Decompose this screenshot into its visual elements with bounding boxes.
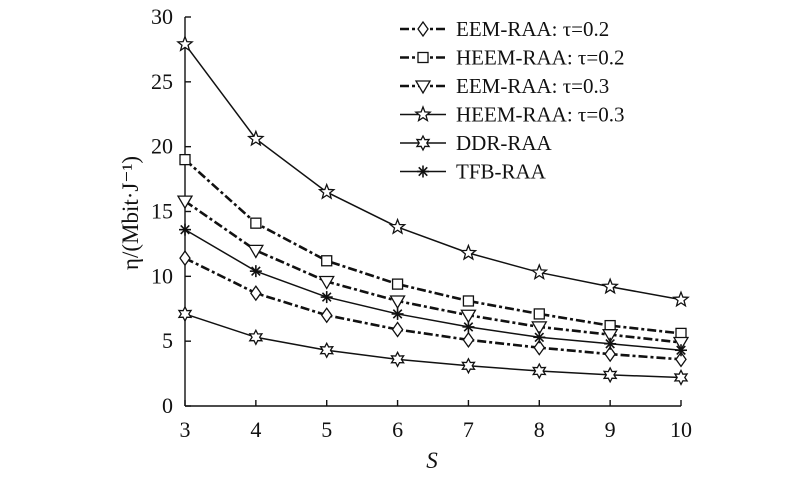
- y-tick-label: 10: [151, 263, 173, 288]
- data-point: [533, 331, 546, 344]
- x-axis-label: S: [426, 448, 438, 473]
- data-point: [462, 320, 475, 333]
- legend-label: EEM-RAA: τ=0.3: [456, 74, 609, 98]
- data-point: [317, 182, 336, 200]
- legend-entry: DDR-RAA: [400, 131, 553, 155]
- x-tick-label: 8: [534, 417, 545, 442]
- y-tick-label: 0: [162, 393, 173, 418]
- data-point: [533, 339, 546, 356]
- data-point: [391, 278, 404, 290]
- y-tick-label: 5: [162, 328, 173, 353]
- data-point: [176, 195, 194, 210]
- data-point: [320, 291, 333, 304]
- legend-entry: EEM-RAA: τ=0.3: [400, 74, 609, 98]
- axes: 0 5 10 15 20 25 30 3 4 5 6 7 8 9 10: [151, 4, 692, 442]
- data-point: [390, 350, 405, 368]
- data-point: [391, 307, 404, 320]
- data-point: [533, 308, 545, 320]
- data-point: [531, 321, 548, 336]
- data-point: [604, 337, 617, 350]
- data-point: [601, 277, 620, 295]
- data-point: [460, 309, 477, 324]
- data-point: [673, 369, 689, 386]
- legend-entry: TFB-RAA: [400, 160, 547, 184]
- data-point: [179, 223, 191, 236]
- legend-entry: HEEM-RAA: τ=0.3: [400, 103, 624, 127]
- series-line: [184, 43, 682, 301]
- x-tick-label: 7: [463, 417, 474, 442]
- y-tick-label: 30: [151, 4, 173, 29]
- data-point: [179, 153, 191, 166]
- data-point: [675, 344, 687, 357]
- series-4: [177, 305, 689, 386]
- data-point: [672, 290, 690, 308]
- series-line: [184, 200, 682, 344]
- series-line: [184, 229, 682, 351]
- legend-marker: [414, 80, 432, 95]
- data-point: [462, 331, 475, 348]
- x-tick-label: 10: [670, 417, 692, 442]
- data-point: [672, 336, 690, 351]
- series-1: [179, 153, 687, 340]
- data-point: [247, 244, 264, 259]
- x-tick-label: 5: [321, 417, 332, 442]
- data-point: [248, 328, 264, 346]
- data-point: [321, 255, 333, 267]
- legend-label: DDR-RAA: [456, 131, 553, 155]
- series-0: [179, 250, 687, 368]
- data-point: [461, 357, 476, 375]
- legend-entry: HEEM-RAA: τ=0.2: [400, 46, 624, 70]
- data-point: [177, 305, 193, 323]
- data-point: [389, 295, 406, 310]
- data-point: [246, 129, 265, 147]
- data-point: [391, 321, 404, 338]
- y-tick-label: 15: [151, 199, 173, 224]
- data-point: [531, 362, 547, 380]
- legend-marker: [417, 165, 429, 178]
- data-point: [176, 34, 194, 52]
- data-point: [530, 263, 549, 280]
- y-tick-label: 20: [151, 134, 173, 159]
- data-point: [675, 351, 687, 368]
- legend-marker: [417, 20, 429, 38]
- legend-entry: EEM-RAA: τ=0.2: [400, 17, 609, 41]
- series-3: [176, 34, 690, 308]
- y-tick-label: 25: [151, 69, 173, 94]
- x-tick-label: 6: [392, 417, 403, 442]
- data-point: [319, 341, 335, 359]
- x-tick-label: 4: [250, 417, 261, 442]
- series-5: [179, 223, 687, 357]
- x-tick-label: 9: [605, 417, 616, 442]
- data-point: [320, 307, 333, 324]
- data-point: [179, 250, 191, 267]
- legend-label: HEEM-RAA: τ=0.3: [456, 103, 624, 127]
- data-point: [249, 265, 262, 278]
- data-point: [388, 217, 407, 235]
- data-point: [602, 329, 619, 343]
- data-point: [318, 275, 335, 290]
- data-point: [604, 346, 616, 363]
- y-axis-label: η/(Mbit·J⁻¹): [118, 156, 143, 270]
- series-line: [184, 158, 682, 335]
- legend-label: TFB-RAA: [456, 160, 547, 184]
- legend-marker: [417, 51, 429, 64]
- series-layer: [176, 34, 690, 386]
- data-point: [250, 217, 262, 229]
- legend-label: HEEM-RAA: τ=0.2: [456, 46, 624, 70]
- legend-label: EEM-RAA: τ=0.2: [456, 17, 609, 41]
- legend: EEM-RAA: τ=0.2 HEEM-RAA: τ=0.2 EEM-RAA: τ=…: [400, 17, 624, 184]
- data-point: [250, 285, 262, 302]
- series-2: [176, 195, 690, 351]
- data-point: [459, 243, 478, 261]
- series-line: [184, 257, 682, 361]
- data-point: [462, 295, 475, 307]
- x-tick-label: 3: [180, 417, 191, 442]
- series-line: [184, 313, 682, 379]
- legend-marker: [414, 105, 432, 123]
- data-point: [602, 366, 618, 384]
- legend-marker: [415, 134, 431, 152]
